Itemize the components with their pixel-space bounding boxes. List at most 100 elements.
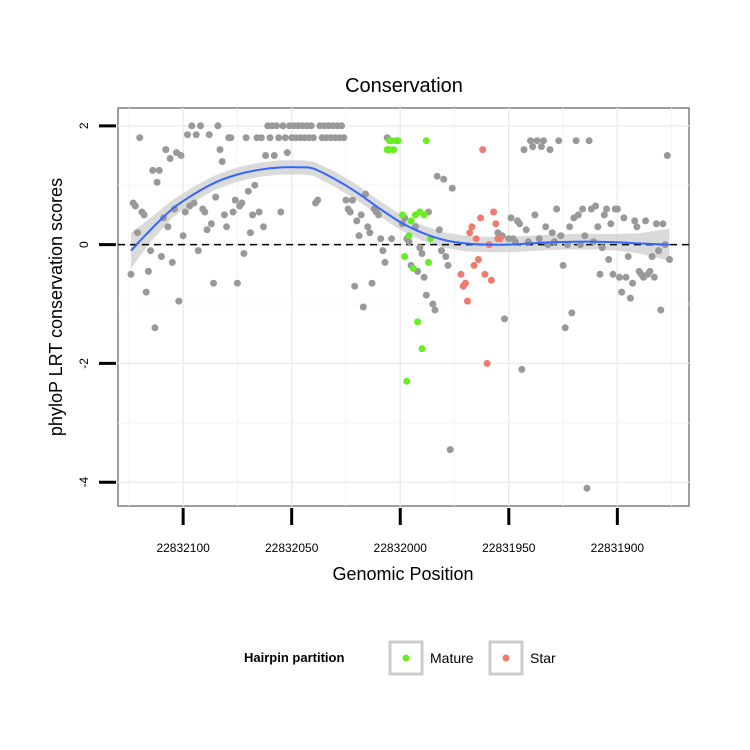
point-other	[548, 229, 556, 237]
point-other	[572, 137, 580, 145]
point-other	[535, 235, 543, 243]
point-other	[192, 131, 200, 139]
point-other	[188, 122, 196, 130]
point-other	[229, 208, 237, 216]
point-other	[162, 146, 170, 154]
point-other	[136, 134, 144, 142]
y-axis: -4 -2 0 2	[77, 122, 116, 488]
point-other	[240, 250, 248, 257]
point-mature	[414, 318, 422, 326]
point-star	[492, 220, 500, 228]
point-other	[624, 253, 632, 260]
point-other	[581, 232, 589, 240]
point-other	[418, 250, 426, 257]
point-other	[377, 235, 385, 243]
point-other	[626, 294, 634, 302]
point-star	[477, 214, 485, 222]
point-other	[255, 208, 263, 216]
point-other	[277, 208, 285, 216]
point-other	[307, 122, 315, 130]
point-other	[444, 261, 452, 269]
point-other	[663, 152, 671, 159]
grid	[118, 108, 689, 506]
point-other	[438, 247, 445, 255]
point-other	[420, 273, 428, 281]
point-other	[194, 247, 202, 255]
point-other	[618, 288, 626, 296]
point-other	[362, 190, 369, 198]
point-other	[314, 196, 322, 204]
point-other	[168, 258, 176, 266]
point-other	[203, 226, 211, 234]
point-other	[197, 122, 204, 130]
point-star	[490, 208, 498, 216]
point-other	[609, 270, 617, 278]
legend-title: Hairpin partition	[244, 650, 344, 665]
point-other	[585, 137, 593, 145]
point-other	[205, 131, 213, 139]
y-tick-label: -4	[77, 477, 91, 488]
point-other	[657, 306, 665, 314]
point-other	[340, 134, 348, 142]
point-other	[598, 244, 606, 252]
point-other	[533, 137, 541, 145]
point-star	[472, 235, 480, 243]
point-other	[309, 134, 317, 142]
point-other	[561, 324, 569, 332]
point-other	[652, 220, 660, 228]
point-other	[218, 158, 226, 165]
point-other	[542, 223, 550, 231]
point-other	[553, 205, 561, 213]
point-mature	[409, 264, 417, 272]
point-other	[633, 223, 641, 231]
point-other	[583, 484, 591, 492]
point-other	[592, 202, 600, 210]
point-other	[659, 220, 667, 228]
point-other	[142, 288, 150, 296]
point-other	[388, 235, 396, 243]
point-other	[442, 253, 450, 260]
point-other	[155, 166, 163, 174]
point-other	[576, 241, 584, 249]
x-tick-label: 22832050	[265, 541, 319, 555]
point-other	[616, 273, 623, 281]
point-other	[446, 446, 454, 454]
point-other	[364, 223, 372, 231]
point-star	[466, 229, 474, 237]
point-other	[233, 279, 241, 287]
point-other	[244, 187, 252, 195]
point-mature	[390, 146, 398, 154]
legend-entry-mature: Mature	[388, 640, 474, 676]
point-star	[468, 223, 476, 231]
point-other	[531, 211, 539, 219]
point-other	[270, 152, 278, 159]
point-other	[231, 196, 239, 204]
point-other	[349, 196, 356, 204]
point-other	[520, 146, 528, 154]
point-other	[568, 309, 576, 317]
point-other	[238, 199, 246, 207]
point-other	[648, 253, 656, 260]
point-star	[487, 276, 495, 284]
point-other	[518, 365, 526, 373]
point-other	[190, 199, 198, 207]
point-other	[262, 152, 270, 159]
x-axis-title: Genomic Position	[332, 564, 473, 584]
point-other	[540, 137, 547, 145]
point-other	[342, 196, 350, 204]
plot-panel	[117, 107, 690, 507]
point-other	[527, 137, 534, 145]
point-other	[175, 297, 183, 305]
point-other	[381, 258, 389, 266]
point-other	[184, 131, 191, 139]
point-mature	[418, 345, 426, 353]
point-other	[147, 247, 155, 255]
point-star	[483, 359, 491, 367]
point-other	[607, 220, 615, 228]
point-other	[144, 267, 152, 275]
point-other	[537, 143, 545, 151]
point-other	[522, 226, 530, 234]
legend-key-star	[488, 640, 524, 676]
legend-entry-star: Star	[488, 640, 556, 676]
point-mature	[420, 211, 428, 219]
